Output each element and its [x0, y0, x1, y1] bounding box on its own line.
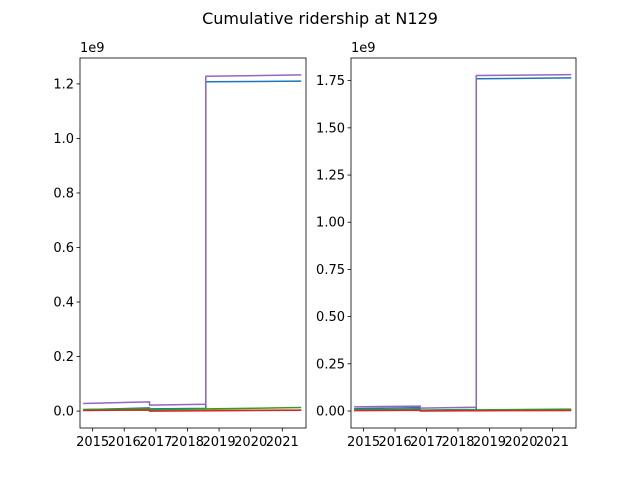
y-tick-label: 1.50	[316, 121, 345, 136]
y-tick-label: 1.00	[316, 216, 345, 231]
x-tick-label: 2021	[536, 435, 569, 450]
y-tick-label: 0.00	[316, 405, 345, 420]
x-tick-label: 2016	[379, 435, 412, 450]
y-tick-label: 0.25	[316, 357, 345, 372]
x-tick-label: 2018	[171, 435, 204, 450]
y-tick-label: 0.50	[316, 310, 345, 325]
axes-frame	[79, 57, 307, 429]
x-tick-label: 2020	[504, 435, 537, 450]
y-tick-label: 0.2	[53, 350, 74, 365]
x-tick-label: 2019	[203, 435, 236, 450]
x-tick-label: 2019	[473, 435, 506, 450]
y-tick-label: 0.75	[316, 263, 345, 278]
y-tick-label: 1.0	[53, 132, 74, 147]
axes-frame	[350, 57, 577, 429]
y-offset-label: 1e9	[351, 41, 376, 56]
x-tick-label: 2020	[234, 435, 267, 450]
series-line-4	[354, 409, 572, 412]
x-tick-label: 2015	[347, 435, 380, 450]
y-tick-label: 1.75	[316, 74, 345, 89]
x-tick-label: 2018	[441, 435, 474, 450]
x-tick-label: 2021	[266, 435, 299, 450]
series-line-4	[83, 409, 302, 412]
y-tick-label: 0.0	[53, 405, 74, 420]
series-group	[83, 74, 302, 412]
series-group	[354, 73, 572, 412]
y-offset-label: 1e9	[80, 41, 105, 56]
y-tick-label: 1.25	[316, 169, 345, 184]
y-tick-label: 0.6	[53, 241, 74, 256]
x-tick-label: 2017	[139, 435, 172, 450]
y-tick-label: 1.2	[53, 77, 74, 92]
x-tick-label: 2016	[108, 435, 141, 450]
x-tick-label: 2015	[76, 435, 109, 450]
series-line-5	[354, 73, 572, 409]
y-tick-label: 0.8	[53, 186, 74, 201]
y-tick-label: 0.4	[53, 296, 74, 311]
figure-title: Cumulative ridership at N129	[202, 9, 438, 28]
x-tick-label: 2017	[410, 435, 443, 450]
series-line-5	[83, 74, 302, 406]
